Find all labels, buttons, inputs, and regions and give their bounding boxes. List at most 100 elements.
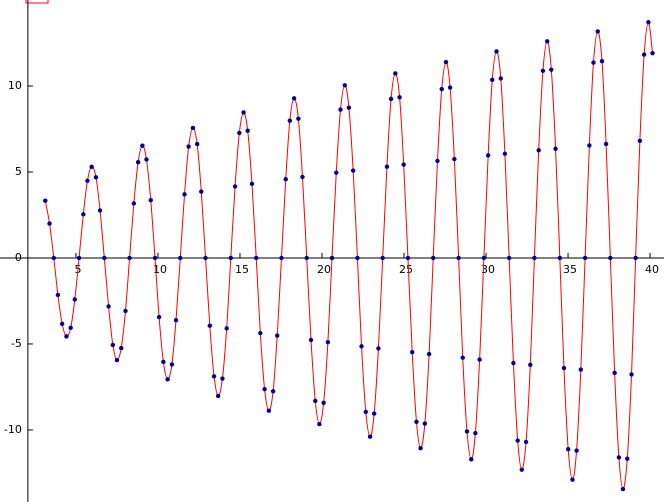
point (426, 351, 432, 357)
point (587, 143, 592, 148)
point (637, 138, 643, 144)
point (85, 178, 90, 183)
point (81, 212, 86, 217)
point (291, 96, 297, 101)
point (388, 96, 394, 102)
point (355, 255, 360, 261)
point (140, 143, 145, 148)
point (431, 255, 436, 261)
point (464, 429, 470, 434)
point (502, 151, 508, 156)
point (68, 325, 73, 330)
point (325, 340, 331, 345)
point (55, 292, 61, 298)
point (152, 255, 158, 261)
point (224, 326, 229, 331)
point (380, 255, 385, 261)
point (528, 362, 533, 367)
point (270, 389, 276, 394)
point (401, 162, 406, 167)
point (452, 156, 457, 162)
point (498, 76, 503, 81)
point (249, 181, 255, 187)
point (591, 60, 596, 65)
point (211, 374, 217, 379)
point (561, 365, 567, 371)
point (254, 255, 259, 261)
point (422, 421, 428, 426)
point (511, 360, 516, 366)
point (106, 304, 111, 309)
point (207, 323, 212, 328)
point (317, 421, 322, 427)
point (308, 337, 314, 343)
x-tick-label: 25 (399, 263, 413, 276)
point (148, 197, 153, 203)
point (418, 445, 423, 451)
point (367, 434, 373, 439)
point (346, 105, 352, 110)
point (283, 176, 288, 182)
point (545, 39, 550, 44)
point (123, 308, 128, 314)
point (494, 49, 499, 54)
point (173, 318, 179, 323)
point (608, 255, 613, 261)
y-tick-label: -10 (4, 423, 22, 436)
point (215, 393, 221, 399)
y-tick-label: 5 (15, 165, 22, 178)
point (363, 409, 368, 415)
x-tick-label: 20 (317, 263, 331, 276)
x-tick-label: 40 (645, 263, 659, 276)
point (329, 255, 335, 261)
point (447, 85, 453, 90)
point (616, 455, 622, 460)
point (93, 175, 99, 180)
point (304, 255, 309, 261)
point (199, 189, 204, 194)
point (287, 118, 293, 123)
point (536, 148, 541, 153)
point (127, 255, 132, 261)
x-tick-label: 35 (563, 263, 577, 276)
point (203, 255, 208, 261)
y-tick-label: 0 (15, 251, 22, 264)
point (156, 314, 162, 320)
point (72, 297, 77, 302)
point (519, 467, 524, 472)
x-tick-label: 30 (481, 263, 495, 276)
point (342, 83, 347, 88)
point (178, 255, 183, 261)
point (220, 376, 225, 381)
point (102, 255, 107, 261)
point (266, 408, 272, 413)
point (641, 52, 647, 57)
point (566, 447, 571, 452)
point (338, 107, 343, 112)
y-tick-label: -5 (11, 337, 22, 350)
point (456, 255, 461, 261)
point (76, 255, 82, 261)
point (43, 198, 48, 203)
point (186, 144, 191, 149)
point (47, 221, 52, 226)
point (439, 86, 444, 92)
point (237, 130, 242, 136)
point (321, 400, 326, 405)
point (359, 344, 364, 349)
point (460, 355, 465, 360)
point (334, 170, 339, 175)
point (650, 50, 655, 56)
point (397, 95, 402, 100)
point (532, 255, 537, 261)
point (232, 184, 238, 189)
point (194, 141, 200, 147)
point (245, 128, 250, 133)
point (515, 438, 520, 443)
point (376, 346, 381, 351)
point (410, 350, 415, 355)
point (473, 430, 478, 436)
point (523, 439, 529, 445)
point (414, 419, 419, 425)
